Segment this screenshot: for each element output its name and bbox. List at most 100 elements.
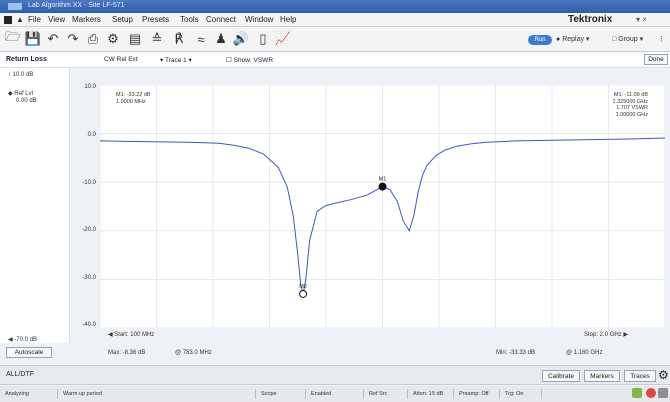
menu-close-icon[interactable]: ▾ × xyxy=(636,15,647,24)
trace-header: Return Loss CW Rel Ext ▾ Trace 1 ▾ ☐ Sho… xyxy=(0,52,670,68)
settings-icon[interactable]: ⚙ xyxy=(658,368,669,382)
status-cell: Preamp: Off xyxy=(456,389,500,399)
status-cell: Trg: On xyxy=(502,389,542,399)
show-vswr-toggle[interactable]: ☐ Show: VSWR xyxy=(226,57,274,64)
run-button[interactable]: Run xyxy=(528,35,552,45)
min-freq-readout: @ 1.160 GHz xyxy=(566,350,603,356)
group-dropdown[interactable]: □ Group ▾ xyxy=(612,36,644,43)
chart-edit-icon[interactable]: 📈 xyxy=(274,31,292,46)
y-tick-label: -40.0 xyxy=(82,322,96,328)
more-icon[interactable]: ⋮ xyxy=(658,36,665,43)
panel-strip: ALL/DTF Calibrate Markers Traces ⚙ xyxy=(0,365,670,385)
status-cell: Scope xyxy=(258,389,306,399)
ref-level-text: Ref Lvl xyxy=(14,91,33,97)
trace-label: Trace 1 xyxy=(164,57,187,64)
y-tick-label: 0.0 xyxy=(87,132,96,138)
measurement-title: Return Loss xyxy=(6,56,47,63)
app-menu-icon[interactable] xyxy=(4,16,12,24)
status-bar: Analyzing Warm up period Scope Enabled R… xyxy=(0,386,670,402)
menu-help[interactable]: Help xyxy=(280,15,297,24)
marker-readout-left: M1: -33.22 dB 1.0000 MHz xyxy=(116,92,151,105)
max-readout: Max: -8.36 dB xyxy=(108,350,146,356)
person-icon[interactable]: ♟ xyxy=(215,31,227,46)
y-tick-label: -30.0 xyxy=(82,275,96,281)
group-label: Group xyxy=(618,36,638,43)
settings-gear-icon[interactable]: ⚙ xyxy=(107,31,119,46)
status-error-icon[interactable] xyxy=(646,388,656,398)
freq-mode-label[interactable]: CW Rel Ext xyxy=(104,56,138,63)
readout-line: 1.0000 MHz xyxy=(116,98,146,105)
measure-icon[interactable]: ≙ xyxy=(151,31,163,46)
status-cell: Analyzing xyxy=(2,389,58,399)
preset-icon[interactable]: ▤ xyxy=(128,31,142,46)
menu-tools[interactable]: Tools xyxy=(180,15,199,24)
ref-level-label: ◆ Ref Lvl xyxy=(8,91,33,97)
redo-icon[interactable]: ↷ xyxy=(67,31,79,46)
readout-line: 1.325000 GHz xyxy=(612,98,648,105)
undo-icon[interactable]: ↶ xyxy=(47,31,59,46)
y-tick-label: -20.0 xyxy=(82,227,96,233)
menu-presets[interactable]: Presets xyxy=(142,15,170,24)
menu-bar: ▲ File View Markers Setup Presets Tools … xyxy=(0,13,670,27)
max-freq-readout: @ 783.0 MHz xyxy=(175,350,212,356)
marker-label: M1 xyxy=(379,177,387,183)
markers-button[interactable]: Markers xyxy=(584,370,620,382)
speaker-icon[interactable]: 🔊 xyxy=(232,31,250,46)
bottom-scale-value[interactable]: ◀ -70.0 dB xyxy=(8,337,37,343)
traces-button[interactable]: Traces xyxy=(624,370,656,382)
readout-line: M1: -11.09 dB xyxy=(613,92,648,98)
menu-setup[interactable]: Setup xyxy=(112,15,133,24)
left-panel: ↕ 10.0 dB ◆ Ref Lvl 0.00 dB ◀ -70.0 dB xyxy=(0,68,70,343)
marker-peak-icon[interactable]: ℟ xyxy=(174,31,184,46)
y-tick-label: -10.0 xyxy=(82,180,96,186)
trace-icon[interactable]: ≈ xyxy=(197,31,205,47)
status-cell: Ref Src xyxy=(366,389,408,399)
menu-view[interactable]: View xyxy=(48,15,66,24)
title-bar: Lab Algorithm XX - Site LF-571 xyxy=(0,0,670,13)
brand-logo: Tektronix xyxy=(568,14,613,25)
min-readout: Min: -33.33 dB xyxy=(496,350,536,356)
autoscale-button[interactable]: Autoscale xyxy=(6,347,52,358)
trace-selector[interactable]: ▾ Trace 1 ▾ xyxy=(160,57,192,64)
menu-markers[interactable]: Markers xyxy=(72,15,101,24)
readout-line: 1.00000 GHz xyxy=(615,111,648,118)
screen-icon[interactable]: ▯ xyxy=(259,31,267,46)
replay-dropdown[interactable]: ● Replay ▾ xyxy=(556,36,590,43)
y-tick-label: 10.0 xyxy=(84,84,96,90)
scale-value[interactable]: ↕ 10.0 dB xyxy=(8,72,34,78)
start-freq-text: Start: 100 MHz xyxy=(114,332,155,338)
readout-line: M1: -33.22 dB xyxy=(116,92,151,98)
stop-freq-text: Stop: 2.0 GHz xyxy=(584,332,622,338)
calibrate-button[interactable]: Calibrate xyxy=(542,370,580,382)
scale-value-text: 10.0 dB xyxy=(12,72,34,78)
return-loss-chart[interactable]: M1 M2 xyxy=(99,84,666,329)
show-vswr-label: Show: VSWR xyxy=(233,57,274,64)
readout-line: 1.707 VSWR xyxy=(616,105,648,111)
marker-m2[interactable] xyxy=(299,289,308,298)
marker-m1[interactable] xyxy=(378,182,387,191)
status-cell: Warm up period xyxy=(60,389,256,399)
menu-window[interactable]: Window xyxy=(245,15,274,24)
start-freq[interactable]: ◀ Start: 100 MHz xyxy=(108,332,155,338)
status-ok-icon xyxy=(632,388,642,398)
ref-level-value[interactable]: 0.00 dB xyxy=(16,98,37,104)
marker-readout-right: M1: -11.09 dB 1.325000 GHz 1.707 VSWR 1.… xyxy=(598,92,648,118)
plot-area[interactable]: M1 M2 xyxy=(99,84,666,329)
window-title: Lab Algorithm XX - Site LF-571 xyxy=(28,2,125,9)
stop-freq[interactable]: Stop: 2.0 GHz ▶ xyxy=(584,332,628,338)
eject-icon[interactable]: ▲ xyxy=(16,15,24,24)
toolbar: 🗁 💾 ↶ ↷ ⎙ ⚙ ▤ ≙ ℟ ≈ ♟ 🔊 ▯ 📈 Run ● Replay… xyxy=(0,27,670,52)
menu-connect[interactable]: Connect xyxy=(206,15,236,24)
done-button[interactable]: Done xyxy=(644,54,668,65)
app-icon xyxy=(8,3,22,10)
open-folder-icon[interactable]: 🗁 xyxy=(4,29,22,44)
save-icon[interactable]: 💾 xyxy=(24,31,42,46)
status-cell: Enabled xyxy=(308,389,364,399)
status-more-icon[interactable] xyxy=(658,388,668,398)
replay-label: Replay xyxy=(562,36,584,43)
menu-file[interactable]: File xyxy=(28,15,41,24)
print-icon[interactable]: ⎙ xyxy=(87,31,99,46)
trace-line xyxy=(99,137,666,295)
marker-label: M2 xyxy=(299,284,307,290)
bottom-scale-text: -70.0 dB xyxy=(14,337,37,343)
